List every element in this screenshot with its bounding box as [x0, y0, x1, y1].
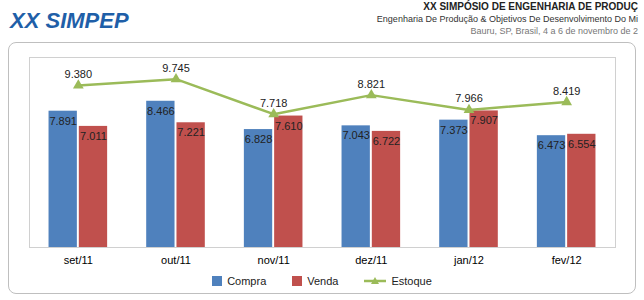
svg-text:7.610: 7.610	[275, 120, 303, 132]
svg-text:6.473: 6.473	[538, 139, 566, 151]
svg-text:7.011: 7.011	[80, 130, 107, 142]
svg-text:jan/12: jan/12	[453, 254, 484, 266]
svg-text:8.821: 8.821	[358, 78, 386, 90]
html-text:XX SIMPÓSIO DE ENGENHARIA DE P: XX SIMPÓSIO DE ENGENHARIA DE PRODUÇ	[423, 1, 638, 12]
svg-text:7.221: 7.221	[177, 126, 205, 138]
html-text:XX SIMPEP: XX SIMPEP	[10, 8, 129, 33]
html-text:Bauru, SP, Brasil, 4 a 6 de no: Bauru, SP, Brasil, 4 a 6 de novembro de …	[470, 26, 638, 36]
html-text:Engenharia De Produção & Objet: Engenharia De Produção & Objetivos De De…	[376, 14, 638, 24]
svg-text:9.745: 9.745	[162, 62, 190, 74]
svg-text:6.722: 6.722	[373, 135, 401, 147]
html-text:Venda: Venda	[307, 275, 339, 287]
html-text:Compra: Compra	[227, 275, 267, 287]
svg-text:7.907: 7.907	[470, 114, 498, 126]
svg-text:8.466: 8.466	[147, 105, 175, 117]
svg-text:out/11: out/11	[161, 254, 191, 266]
svg-text:6.554: 6.554	[568, 138, 596, 150]
svg-text:set/11: set/11	[64, 254, 93, 266]
svg-text:7.891: 7.891	[49, 115, 77, 127]
svg-text:7.718: 7.718	[260, 97, 288, 109]
svg-text:6.828: 6.828	[245, 133, 273, 145]
svg-text:fev/12: fev/12	[552, 254, 582, 266]
svg-text:7.966: 7.966	[455, 92, 483, 104]
svg-text:dez/11: dez/11	[355, 254, 387, 266]
svg-text:7.043: 7.043	[342, 129, 370, 141]
html-text:Estoque: Estoque	[391, 275, 432, 287]
svg-text:nov/11: nov/11	[258, 254, 290, 266]
svg-text:7.373: 7.373	[440, 124, 468, 136]
svg-text:8.419: 8.419	[553, 85, 581, 97]
svg-text:9.380: 9.380	[65, 68, 93, 80]
